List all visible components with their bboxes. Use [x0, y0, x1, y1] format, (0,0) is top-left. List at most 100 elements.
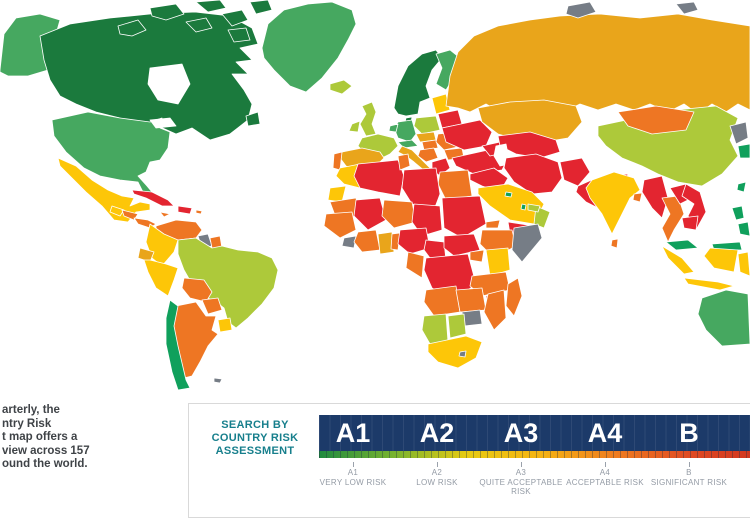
- region-hispaniola[interactable]: [177, 205, 193, 215]
- region-uruguay[interactable]: [217, 317, 233, 333]
- region-philippines[interactable]: [731, 205, 745, 221]
- region-paraguay[interactable]: [201, 297, 223, 315]
- region-arctic-island[interactable]: [149, 3, 185, 21]
- region-malaysia[interactable]: [665, 239, 699, 251]
- legend-label-a1[interactable]: A1 VERY LOW RISK: [311, 462, 395, 487]
- region-south-africa[interactable]: [427, 335, 483, 369]
- region-iran[interactable]: [503, 153, 563, 195]
- region-colombia[interactable]: [145, 223, 179, 267]
- region-arctic-island[interactable]: [249, 0, 273, 15]
- region-togo-benin[interactable]: [390, 232, 401, 251]
- legend-code-a3[interactable]: A3: [503, 418, 539, 448]
- region-kenya[interactable]: [485, 247, 511, 277]
- region-madagascar[interactable]: [505, 277, 523, 317]
- region-borneo[interactable]: [703, 247, 739, 273]
- region-lesotho[interactable]: [458, 350, 467, 358]
- region-sierra-leone[interactable]: [341, 235, 357, 249]
- region-honduras[interactable]: [121, 209, 139, 221]
- region-angola[interactable]: [423, 285, 461, 317]
- legend-code-a1[interactable]: A1: [335, 418, 371, 448]
- region-uganda[interactable]: [469, 249, 485, 263]
- region-hungary[interactable]: [421, 139, 439, 151]
- region-iceland[interactable]: [329, 79, 353, 95]
- region-arctic-island[interactable]: [221, 9, 249, 27]
- region-novaya-zemlya[interactable]: [565, 1, 597, 19]
- intro-line: ound the world.: [2, 458, 88, 470]
- region-falklands[interactable]: [213, 377, 223, 384]
- region-australia[interactable]: [697, 289, 750, 347]
- region-poland[interactable]: [413, 115, 441, 135]
- legend-code-a2[interactable]: A2: [419, 418, 455, 448]
- region-java[interactable]: [683, 277, 735, 291]
- region-egypt[interactable]: [437, 169, 473, 201]
- region-arctic-island[interactable]: [195, 0, 227, 13]
- region-arctic-island[interactable]: [185, 17, 213, 33]
- region-greenland[interactable]: [261, 1, 357, 93]
- region-algeria[interactable]: [353, 159, 405, 197]
- region-afghanistan[interactable]: [559, 157, 591, 187]
- region-central-african-republic[interactable]: [443, 233, 481, 257]
- region-ghana[interactable]: [377, 231, 395, 255]
- region-niger[interactable]: [381, 199, 417, 229]
- region-ireland[interactable]: [348, 120, 361, 133]
- region-guatemala[interactable]: [109, 205, 125, 217]
- region-mexico[interactable]: [57, 157, 151, 223]
- region-peru[interactable]: [143, 259, 179, 297]
- region-mozambique[interactable]: [483, 289, 507, 331]
- region-botswana[interactable]: [447, 313, 467, 339]
- region-senegal-guinea[interactable]: [323, 211, 357, 239]
- region-myanmar[interactable]: [641, 175, 669, 219]
- region-zambia[interactable]: [455, 287, 487, 313]
- region-russia[interactable]: [445, 13, 750, 115]
- region-sudan[interactable]: [441, 195, 487, 239]
- region-arctic-island-east[interactable]: [675, 1, 699, 15]
- legend-label-a2[interactable]: A2 LOW RISK: [395, 462, 479, 487]
- region-norway-sweden[interactable]: [393, 49, 443, 117]
- region-newfoundland[interactable]: [245, 111, 261, 127]
- legend-label-b[interactable]: B SIGNIFICANT RISK: [647, 462, 731, 487]
- region-puerto-rico[interactable]: [195, 209, 203, 215]
- region-chile[interactable]: [165, 299, 191, 391]
- region-arctic-island[interactable]: [117, 19, 147, 37]
- region-sumatra[interactable]: [661, 245, 695, 275]
- region-taiwan[interactable]: [736, 181, 747, 193]
- region-balkans[interactable]: [417, 147, 439, 163]
- region-kazakhstan[interactable]: [477, 99, 583, 143]
- region-benelux[interactable]: [388, 123, 399, 133]
- intro-text: arterly, the ntry Risk t map offers a vi…: [2, 404, 90, 472]
- region-north-korea[interactable]: [729, 121, 749, 145]
- region-eritrea[interactable]: [485, 219, 501, 229]
- region-bangladesh[interactable]: [632, 192, 643, 203]
- region-ivory-coast[interactable]: [353, 229, 381, 253]
- region-south-korea[interactable]: [737, 143, 750, 159]
- region-nigeria[interactable]: [397, 227, 431, 255]
- legend-code-b[interactable]: B: [679, 418, 699, 448]
- region-portugal[interactable]: [332, 151, 343, 171]
- region-somalia[interactable]: [511, 223, 543, 263]
- region-cambodia[interactable]: [681, 215, 699, 231]
- region-arctic-island[interactable]: [227, 27, 251, 43]
- region-uae[interactable]: [527, 203, 541, 213]
- legend-label-a3[interactable]: A3 QUITE ACCEPTABLE RISK: [479, 462, 563, 496]
- region-baltics[interactable]: [431, 93, 451, 115]
- region-sri-lanka[interactable]: [610, 238, 619, 249]
- legend-label-a4[interactable]: A4 ACCEPTABLE RISK: [563, 462, 647, 487]
- region-cuba[interactable]: [131, 189, 175, 207]
- region-usa[interactable]: [51, 111, 171, 195]
- region-philippines[interactable]: [737, 221, 750, 237]
- region-india[interactable]: [585, 171, 641, 235]
- region-qatar[interactable]: [520, 203, 527, 211]
- region-tunisia[interactable]: [397, 153, 411, 171]
- region-kuwait[interactable]: [504, 191, 513, 198]
- region-mali[interactable]: [353, 197, 387, 231]
- region-namibia[interactable]: [421, 313, 449, 345]
- legend-code-a4[interactable]: A4: [587, 418, 623, 448]
- region-gabon-congo[interactable]: [405, 251, 425, 279]
- region-mongolia[interactable]: [617, 105, 695, 135]
- region-chad[interactable]: [411, 203, 443, 237]
- region-jamaica[interactable]: [159, 211, 171, 218]
- region-sulawesi[interactable]: [737, 251, 750, 277]
- risk-scale-bar[interactable]: A1 A2 A3 A4 B: [319, 415, 750, 451]
- region-germany[interactable]: [393, 119, 417, 143]
- region-uk[interactable]: [359, 101, 377, 137]
